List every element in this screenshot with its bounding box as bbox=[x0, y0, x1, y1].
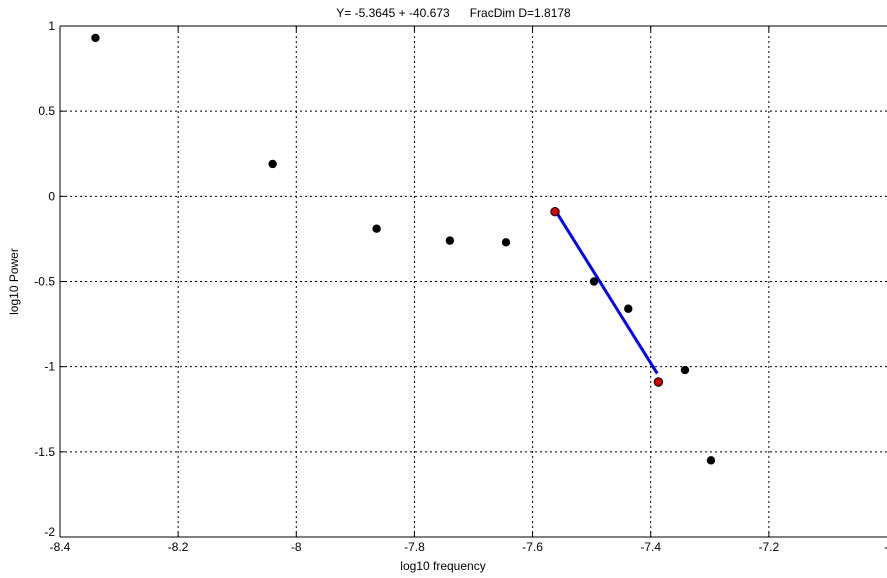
plot-area bbox=[60, 26, 887, 537]
y-axis-label: log10 Power bbox=[7, 248, 21, 315]
fit-endpoint bbox=[550, 206, 560, 217]
data-point bbox=[624, 304, 633, 313]
fit-line bbox=[553, 209, 659, 375]
chart-title: Y= -5.3645 + -40.673 FracDim D=1.8178 bbox=[336, 6, 571, 20]
x-tick-label: -7.4 bbox=[640, 540, 661, 554]
fit-endpoint bbox=[653, 377, 664, 387]
data-point bbox=[589, 277, 599, 286]
x-tick-label: -8.2 bbox=[168, 540, 189, 554]
y-tick-label: 0.5 bbox=[38, 104, 55, 118]
x-axis-label: log10 frequency bbox=[400, 559, 485, 573]
data-point bbox=[706, 456, 716, 465]
data-point bbox=[501, 238, 511, 247]
x-tick-label: -8.4 bbox=[50, 540, 71, 554]
y-axis-ticks: -2 -1.5 -1 -0.5 0 0.5 1 bbox=[34, 19, 65, 539]
x-tick-label-clipped: - bbox=[884, 540, 887, 554]
y-tick-label: 0 bbox=[48, 189, 55, 203]
grid-lines bbox=[60, 26, 887, 537]
y-tick-label: -1 bbox=[44, 360, 55, 374]
y-tick-label: -0.5 bbox=[34, 275, 55, 289]
x-tick-label: -7.2 bbox=[759, 540, 780, 554]
y-tick-label: -2 bbox=[44, 525, 55, 539]
data-point bbox=[268, 159, 277, 169]
data-point bbox=[372, 224, 381, 233]
y-tick-label: -1.5 bbox=[34, 445, 55, 459]
x-tick-label: -7.6 bbox=[522, 540, 543, 554]
x-axis-ticks: -8.4 -8.2 -8 -7.8 -7.6 -7.4 -7.2 - bbox=[50, 26, 887, 554]
y-tick-label: 1 bbox=[48, 19, 55, 33]
data-point bbox=[445, 236, 455, 245]
x-tick-label: -8 bbox=[291, 540, 302, 554]
data-point bbox=[91, 33, 100, 43]
data-point bbox=[680, 365, 690, 375]
x-tick-label: -7.8 bbox=[404, 540, 425, 554]
data-series bbox=[91, 33, 716, 465]
